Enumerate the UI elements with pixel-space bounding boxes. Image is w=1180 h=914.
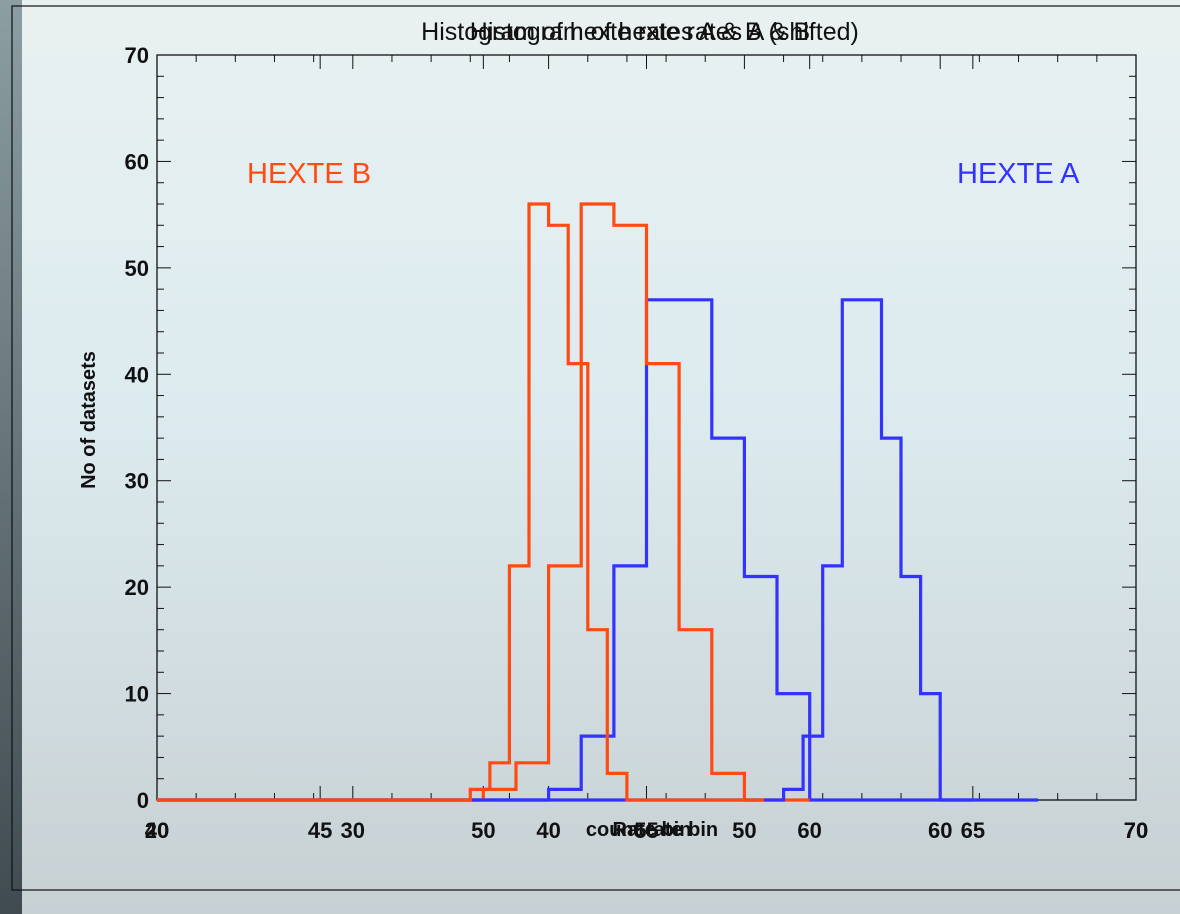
y-tick-label: 20	[125, 575, 149, 600]
x2-tick-label: 40	[145, 818, 169, 843]
series-hexte-a	[157, 298, 1039, 802]
x2-tick-label: 45	[308, 818, 332, 843]
y-tick-label: 30	[125, 469, 149, 494]
x-tick-label: 40	[536, 818, 560, 843]
x-tick-label: 70	[1124, 818, 1148, 843]
chart-title-2: Histogram of hexte rates A & B	[470, 18, 810, 46]
x2-tick-label: 65	[961, 818, 985, 843]
legend-hexte-a: HEXTE A	[957, 158, 1080, 190]
y-tick-label: 70	[125, 43, 149, 68]
x2-tick-label: 55	[634, 818, 658, 843]
x-axis-label: Rate bin	[613, 819, 692, 841]
y-tick-label: 10	[125, 682, 149, 707]
y-tick-label: 60	[125, 149, 149, 174]
x2-tick-label: 70	[1124, 818, 1148, 843]
x-tick-label: 30	[341, 818, 365, 843]
y-tick-label: 50	[125, 256, 149, 281]
x-axis-label-2: count rate bin	[586, 819, 718, 841]
x2-tick-label: 60	[797, 818, 821, 843]
y-tick-label: 40	[125, 362, 149, 387]
series-hexte-b-unshifted	[157, 202, 810, 802]
chart-title: Histogram of hexte rates A & B (shifted)	[421, 18, 859, 46]
x-tick-label: 20	[145, 818, 169, 843]
legend-hexte-b: HEXTE B	[247, 158, 371, 190]
x-tick-label: 50	[732, 818, 756, 843]
y-tick-label: 0	[137, 788, 149, 813]
y-axis-label: No of datasets	[78, 351, 100, 489]
left-edge-bar	[0, 0, 22, 914]
series-hexte-a-unshifted	[157, 298, 973, 802]
series-hexte-b	[157, 202, 764, 802]
x-tick-label: 60	[928, 818, 952, 843]
x2-tick-label: 50	[471, 818, 495, 843]
figure-border	[11, 5, 1180, 891]
